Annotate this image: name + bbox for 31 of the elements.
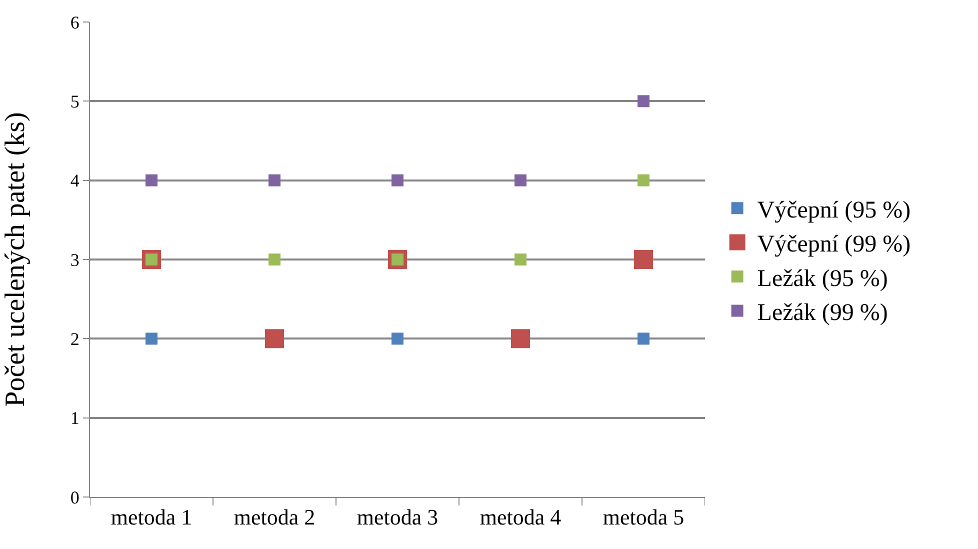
- point: [634, 250, 653, 269]
- y-tick-label: 4: [70, 170, 80, 191]
- y-tick-label: 1: [70, 408, 80, 428]
- legend-label: Ležák (99 %): [757, 300, 888, 326]
- y-tick-label: 6: [70, 12, 80, 32]
- x-tick-label: metoda 2: [234, 504, 316, 530]
- point: [638, 95, 650, 108]
- x-tick-label: metoda 3: [356, 504, 438, 530]
- y-tick-label: 5: [70, 91, 80, 112]
- x-tick-label: metoda 1: [110, 504, 192, 530]
- legend-label: Ležák (95 %): [757, 266, 888, 292]
- point: [392, 174, 404, 186]
- legend-label: Výčepní (95 %): [757, 197, 911, 224]
- y-axis-title: Počet ucelených patet (ks): [0, 112, 31, 407]
- point: [511, 329, 530, 348]
- point: [265, 329, 284, 348]
- point: [514, 174, 526, 186]
- point: [514, 254, 526, 266]
- point: [146, 174, 158, 186]
- y-tick-label: 0: [70, 487, 80, 508]
- point: [268, 174, 280, 186]
- legend-label: Výčepní (99 %): [757, 232, 911, 258]
- point: [392, 332, 404, 345]
- point: [146, 332, 158, 345]
- y-tick-label: 3: [70, 250, 80, 270]
- y-tick-label: 2: [70, 328, 80, 349]
- point: [268, 254, 280, 266]
- point: [638, 174, 650, 186]
- x-tick-label: metoda 4: [480, 504, 562, 530]
- point: [638, 332, 650, 345]
- x-tick-label: metoda 5: [602, 504, 684, 530]
